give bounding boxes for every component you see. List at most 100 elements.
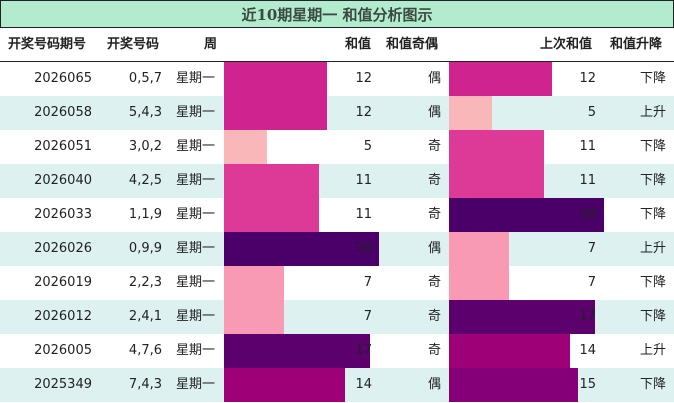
sum-bar (224, 96, 327, 130)
trend-cell: 下降 (639, 309, 666, 324)
period-cell: 2026058 (34, 105, 92, 120)
period-cell: 2026019 (34, 275, 92, 290)
header-numbers: 开奖号码 (107, 37, 160, 52)
prev-sum-cell: 7 (587, 241, 596, 256)
week-cell: 星期一 (176, 241, 216, 256)
sum-cell: 17 (355, 343, 372, 358)
sum-bar (224, 368, 345, 402)
prev-sum-cell: 5 (587, 105, 596, 120)
table-header: 开奖号码期号 开奖号码 周 和值 和值奇偶 上次和值 和值升降 (0, 28, 674, 62)
numbers-cell: 1,1,9 (128, 207, 162, 222)
header-week: 周 (204, 37, 218, 52)
week-cell: 星期一 (176, 377, 216, 392)
parity-cell: 奇 (427, 173, 441, 188)
prev-sum-cell: 12 (579, 71, 596, 86)
header-period: 开奖号码期号 (8, 37, 87, 52)
prev-sum-cell: 18 (579, 207, 596, 222)
trend-cell: 下降 (639, 71, 666, 86)
parity-cell: 偶 (427, 105, 441, 120)
prev-sum-cell: 17 (579, 309, 596, 324)
header-sum: 和值 (345, 37, 372, 52)
week-cell: 星期一 (176, 207, 216, 222)
trend-cell: 下降 (639, 275, 666, 290)
prev-sum-cell: 7 (587, 275, 596, 290)
parity-cell: 奇 (427, 139, 441, 154)
sum-bar (224, 130, 267, 164)
prev-sum-cell: 11 (579, 139, 596, 154)
parity-cell: 奇 (427, 275, 441, 290)
prev-sum-bar (449, 334, 570, 368)
parity-cell: 奇 (427, 343, 441, 358)
numbers-cell: 0,9,9 (128, 241, 162, 256)
trend-cell: 下降 (639, 139, 666, 154)
week-cell: 星期一 (176, 139, 216, 154)
week-cell: 星期一 (176, 343, 216, 358)
prev-sum-cell: 11 (579, 173, 596, 188)
table-row: 2026019 2,2,3 星期一 7 奇 7 下降 (0, 266, 674, 300)
period-cell: 2026026 (34, 241, 92, 256)
prev-sum-bar (449, 62, 552, 96)
trend-cell: 下降 (639, 377, 666, 392)
week-cell: 星期一 (176, 173, 216, 188)
sum-bar (224, 62, 327, 96)
sum-cell: 5 (363, 139, 372, 154)
period-cell: 2026005 (34, 343, 92, 358)
sum-bar (224, 232, 379, 266)
numbers-cell: 5,4,3 (128, 105, 162, 120)
table-row: 2026051 3,0,2 星期一 5 奇 11 下降 (0, 130, 674, 164)
prev-sum-bar (449, 368, 578, 402)
trend-cell: 下降 (639, 207, 666, 222)
table-row: 2026012 2,4,1 星期一 7 奇 17 下降 (0, 300, 674, 334)
parity-cell: 偶 (427, 241, 441, 256)
sum-bar (224, 334, 370, 368)
prev-sum-bar (449, 232, 509, 266)
table-row: 2026065 0,5,7 星期一 12 偶 12 下降 (0, 62, 674, 96)
sum-bar (224, 300, 284, 334)
numbers-cell: 2,2,3 (128, 275, 162, 290)
trend-cell: 上升 (639, 343, 666, 358)
trend-cell: 下降 (639, 173, 666, 188)
numbers-cell: 4,2,5 (128, 173, 162, 188)
period-cell: 2026051 (34, 139, 92, 154)
parity-cell: 偶 (427, 71, 441, 86)
table-row: 2026026 0,9,9 星期一 18 偶 7 上升 (0, 232, 674, 266)
prev-sum-bar (449, 130, 544, 164)
table-row: 2026005 4,7,6 星期一 17 奇 14 上升 (0, 334, 674, 368)
sum-bar (224, 198, 319, 232)
period-cell: 2026040 (34, 173, 92, 188)
period-cell: 2026065 (34, 71, 92, 86)
sum-cell: 12 (355, 71, 372, 86)
sum-bar (224, 164, 319, 198)
week-cell: 星期一 (176, 309, 216, 324)
header-parity: 和值奇偶 (386, 37, 439, 52)
numbers-cell: 3,0,2 (128, 139, 162, 154)
prev-sum-cell: 15 (579, 377, 596, 392)
period-cell: 2025349 (34, 377, 92, 392)
sum-cell: 18 (355, 241, 372, 256)
prev-sum-bar (449, 198, 604, 232)
header-trend: 和值升降 (610, 37, 663, 52)
prev-sum-bar (449, 300, 595, 334)
sum-cell: 14 (355, 377, 372, 392)
parity-cell: 偶 (427, 377, 441, 392)
prev-sum-bar (449, 96, 492, 130)
period-cell: 2026033 (34, 207, 92, 222)
sum-cell: 7 (363, 275, 372, 290)
week-cell: 星期一 (176, 275, 216, 290)
numbers-cell: 7,4,3 (128, 377, 162, 392)
parity-cell: 奇 (427, 309, 441, 324)
sum-cell: 7 (363, 309, 372, 324)
sum-cell: 11 (355, 173, 372, 188)
table-row: 2026058 5,4,3 星期一 12 偶 5 上升 (0, 96, 674, 130)
prev-sum-bar (449, 266, 509, 300)
table-row: 2026040 4,2,5 星期一 11 奇 11 下降 (0, 164, 674, 198)
numbers-cell: 2,4,1 (128, 309, 162, 324)
sum-cell: 12 (355, 105, 372, 120)
prev-sum-cell: 14 (579, 343, 596, 358)
header-prev-sum: 上次和值 (540, 37, 593, 52)
prev-sum-bar (449, 164, 544, 198)
period-cell: 2026012 (34, 309, 92, 324)
sum-cell: 11 (355, 207, 372, 222)
trend-cell: 上升 (639, 105, 666, 120)
sum-bar (224, 266, 284, 300)
